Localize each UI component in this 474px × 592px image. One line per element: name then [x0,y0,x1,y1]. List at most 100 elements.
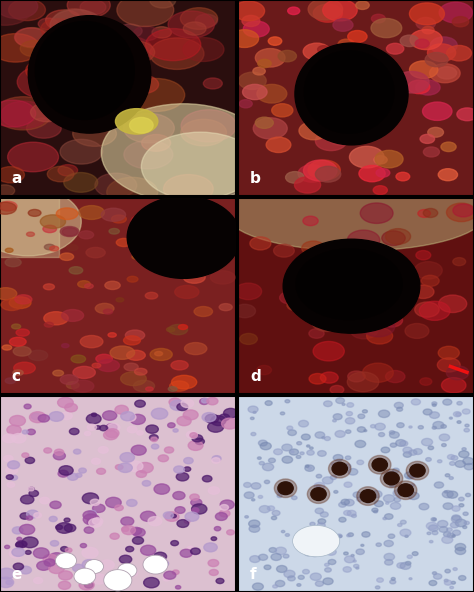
Ellipse shape [283,482,291,487]
Ellipse shape [5,545,9,549]
Ellipse shape [20,495,34,504]
Ellipse shape [346,418,355,424]
Ellipse shape [64,172,98,192]
Bar [0,198,59,257]
Ellipse shape [341,499,349,505]
Ellipse shape [9,337,26,346]
Ellipse shape [34,578,43,584]
Ellipse shape [5,248,13,252]
Ellipse shape [386,471,396,478]
Ellipse shape [109,229,119,234]
Ellipse shape [127,75,159,94]
Ellipse shape [208,487,219,494]
Ellipse shape [106,424,117,431]
Ellipse shape [264,565,271,570]
Ellipse shape [457,421,461,423]
Ellipse shape [168,11,214,38]
Ellipse shape [240,333,257,345]
Ellipse shape [391,503,401,509]
Ellipse shape [360,203,393,223]
Ellipse shape [342,403,345,406]
Ellipse shape [34,513,42,518]
Ellipse shape [83,511,96,520]
Ellipse shape [249,525,260,532]
Ellipse shape [357,460,364,465]
Ellipse shape [259,462,264,465]
Ellipse shape [100,425,108,431]
Ellipse shape [451,456,458,460]
Ellipse shape [420,134,435,143]
Ellipse shape [125,330,145,340]
Ellipse shape [28,210,41,216]
Ellipse shape [464,521,469,525]
Ellipse shape [366,500,371,503]
Ellipse shape [74,568,96,584]
Ellipse shape [4,455,13,462]
Ellipse shape [170,381,189,391]
Ellipse shape [172,375,197,389]
Ellipse shape [195,438,204,445]
Ellipse shape [6,475,13,480]
Ellipse shape [451,516,462,523]
Ellipse shape [234,304,255,318]
Ellipse shape [127,500,137,506]
Ellipse shape [13,346,31,356]
Ellipse shape [348,31,367,43]
Ellipse shape [27,510,38,518]
Ellipse shape [429,64,460,83]
Ellipse shape [44,284,55,290]
Ellipse shape [9,549,24,558]
Ellipse shape [451,581,456,584]
Ellipse shape [154,484,170,494]
Ellipse shape [319,64,342,78]
Ellipse shape [17,538,22,540]
Ellipse shape [169,324,188,334]
Ellipse shape [28,350,48,361]
Ellipse shape [150,349,172,361]
Ellipse shape [393,490,403,497]
Ellipse shape [348,468,358,475]
Ellipse shape [191,504,207,514]
Ellipse shape [381,314,402,327]
Ellipse shape [447,533,454,538]
Ellipse shape [363,324,375,332]
Ellipse shape [89,519,102,527]
Ellipse shape [299,420,309,427]
Ellipse shape [56,523,72,533]
Ellipse shape [180,549,192,557]
Ellipse shape [60,139,102,164]
Ellipse shape [390,443,397,447]
Ellipse shape [0,187,81,256]
Ellipse shape [360,490,375,503]
Text: b: b [250,171,261,186]
Ellipse shape [326,549,336,555]
Ellipse shape [91,458,100,464]
Ellipse shape [220,500,234,509]
Ellipse shape [253,583,264,590]
Ellipse shape [447,455,455,459]
Ellipse shape [362,532,370,537]
Ellipse shape [208,422,224,432]
Ellipse shape [108,333,116,337]
Ellipse shape [426,522,438,530]
Ellipse shape [142,481,151,486]
Ellipse shape [389,483,395,487]
Ellipse shape [296,249,402,320]
Ellipse shape [25,457,35,464]
Ellipse shape [318,451,326,456]
Ellipse shape [2,345,12,350]
Ellipse shape [130,414,146,424]
Ellipse shape [60,375,78,384]
Ellipse shape [283,239,420,333]
Ellipse shape [8,142,58,172]
Ellipse shape [16,329,29,336]
Ellipse shape [453,258,465,266]
Ellipse shape [297,584,301,586]
Ellipse shape [453,204,474,217]
Ellipse shape [438,520,448,527]
Ellipse shape [428,44,456,62]
Ellipse shape [374,156,387,164]
Ellipse shape [24,404,31,409]
Ellipse shape [20,566,31,574]
Ellipse shape [84,432,91,436]
